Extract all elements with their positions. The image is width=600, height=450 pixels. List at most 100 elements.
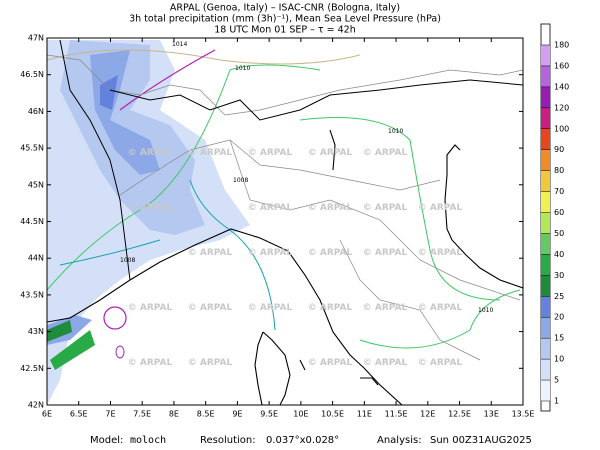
watermark: © ARPAL: [248, 148, 293, 158]
colorbar-label: 180: [554, 41, 569, 50]
colorbar-segment: [541, 212, 550, 234]
model: moloch: [130, 435, 166, 446]
lat-label: 43.5N: [20, 290, 44, 299]
lon-label: 10E: [293, 410, 308, 419]
lon-label: 6.5E: [70, 410, 88, 419]
resolution-label: Resolution:: [200, 435, 256, 446]
lon-label: 6E: [42, 410, 52, 419]
lon-label: 9.5E: [260, 410, 278, 419]
colorbar-segment: [541, 128, 550, 150]
colorbar-label: 5: [554, 376, 559, 385]
colorbar-segment: [541, 359, 550, 381]
analysis-label: Analysis:: [377, 435, 422, 446]
watermark: © ARPAL: [128, 303, 173, 313]
header-line2: 3h total precipitation (mm (3h)⁻¹), Mean…: [129, 14, 441, 25]
watermark: © ARPAL: [308, 248, 353, 258]
watermark: © ARPAL: [308, 203, 353, 213]
watermark: © ARPAL: [418, 303, 463, 313]
colorbar-segment: [541, 338, 550, 360]
isobar: [103, 306, 127, 330]
colorbar-segment: [541, 275, 550, 297]
lon-label: 13.5E: [512, 410, 535, 419]
colorbar-label: 60: [554, 208, 564, 217]
colorbar-segment: [541, 254, 550, 276]
colorbar-segment: [541, 149, 550, 171]
lon-label: 8.5E: [197, 410, 215, 419]
axis-ticks: 6E 6.5E 7E 7.5E 8E 8.5E 9E 9.5E 10E 10.5E 11E 11.5E…: [20, 34, 534, 419]
colorbar-label: 120: [554, 103, 569, 112]
colorbar-label: 90: [554, 145, 564, 154]
isobar-label: 1010: [235, 65, 250, 72]
lon-label: 10.5E: [321, 410, 344, 419]
resolution: 0.037°x0.028°: [266, 435, 339, 446]
watermark: © ARPAL: [418, 203, 463, 213]
colorbar-segment: [541, 86, 550, 108]
precip-area: [100, 75, 118, 110]
colorbar-label: 50: [554, 229, 564, 238]
lon-label: 7E: [105, 410, 115, 419]
watermark: © ARPAL: [188, 358, 233, 368]
watermark: © ARPAL: [308, 148, 353, 158]
lon-label: 7.5E: [133, 410, 151, 419]
colorbar-segment: [541, 317, 550, 339]
watermark: © ARPAL: [248, 203, 293, 213]
colorbar-label: 15: [554, 334, 564, 343]
isobar: [59, 239, 161, 266]
colorbar-segment: [541, 233, 550, 255]
colorbar-segment: [541, 107, 550, 129]
lat-label: 45.5N: [20, 144, 44, 153]
footer: Model: moloch Resolution: 0.037°x0.028° …: [90, 435, 532, 446]
isobar: [115, 345, 125, 359]
lat-label: 45N: [28, 180, 44, 189]
watermark: © ARPAL: [363, 203, 408, 213]
lon-label: 12.5E: [448, 410, 471, 419]
lon-label: 8E: [169, 410, 179, 419]
colorbar-segment: [541, 170, 550, 192]
isobar: [47, 64, 321, 291]
lon-label: 9E: [232, 410, 242, 419]
watermark: © ARPAL: [363, 148, 408, 158]
colorbar-label: 40: [554, 250, 564, 259]
isobar-label: 1010: [478, 307, 493, 314]
header-line3: 18 UTC Mon 01 SEP – τ = 42h: [214, 25, 356, 36]
lon-label: 12E: [420, 410, 435, 419]
lat-label: 44N: [28, 254, 44, 263]
colorbar-label: 30: [554, 271, 564, 280]
watermark: © ARPAL: [308, 303, 353, 313]
isobar: [299, 117, 501, 301]
isobar: [119, 49, 216, 111]
colorbar-label: 100: [554, 124, 569, 133]
watermark: © ARPAL: [188, 148, 233, 158]
colorbar-label: 10: [554, 355, 564, 364]
watermark: © ARPAL: [248, 303, 293, 313]
lat-label: 42.5N: [20, 364, 44, 373]
colorbar-segment: [541, 296, 550, 318]
colorbar-label: 70: [554, 187, 564, 196]
watermarks: © ARPAL © ARPAL © ARPAL © ARPAL © ARPAL © ARP…: [128, 148, 463, 368]
lat-label: 47N: [28, 34, 44, 43]
watermark: © ARPAL: [128, 148, 173, 158]
lon-label: 11.5E: [385, 410, 408, 419]
colorbar-segment: [541, 45, 550, 66]
header-line1: ARPAL (Genoa, Italy) – ISAC-CNR (Bologna…: [170, 3, 400, 14]
coastline: [47, 129, 523, 405]
isobar-label: 1008: [233, 177, 248, 184]
watermark: © ARPAL: [418, 358, 463, 368]
isobar-label: 1008: [120, 257, 135, 264]
analysis: Sun 00Z31AUG2025: [430, 435, 532, 446]
colorbar-label: 25: [554, 292, 564, 301]
watermark: © ARPAL: [188, 303, 233, 313]
isobar-label: 1014: [172, 41, 187, 48]
isobar: [47, 49, 361, 65]
isobar: [189, 179, 276, 331]
isobar: [359, 289, 521, 349]
colorbar-label: 20: [554, 313, 564, 322]
model-label: Model:: [90, 435, 123, 446]
watermark: © ARPAL: [188, 248, 233, 258]
watermark: © ARPAL: [308, 358, 353, 368]
colorbar-segment: [541, 191, 550, 213]
lat-label: 42N: [28, 401, 44, 410]
